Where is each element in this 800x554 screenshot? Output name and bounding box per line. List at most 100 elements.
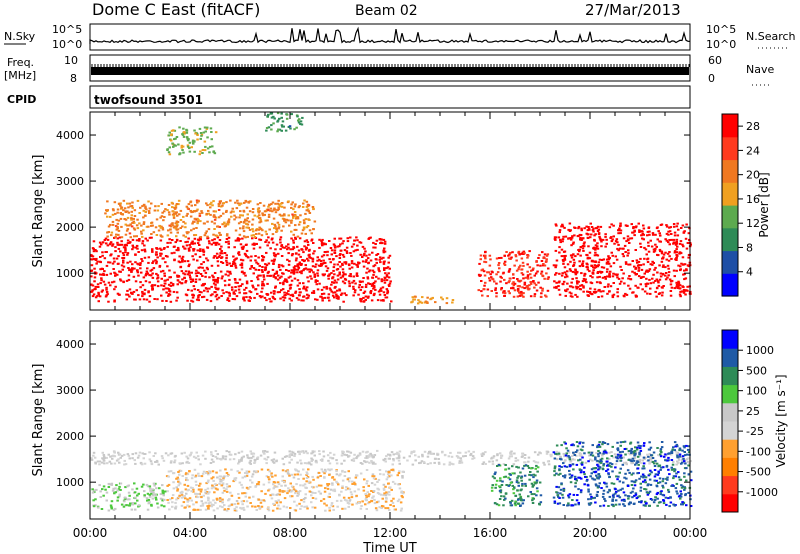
velocity-cell	[558, 468, 561, 471]
power-cell	[267, 205, 270, 208]
power-cell	[596, 242, 599, 245]
power-cell	[328, 299, 331, 302]
power-cell	[573, 261, 576, 264]
velocity-cell	[218, 497, 222, 500]
velocity-cell	[148, 493, 152, 496]
velocity-cell	[122, 453, 126, 456]
power-cell	[96, 260, 99, 263]
power-cell	[121, 252, 125, 255]
velocity-cell	[429, 462, 432, 465]
power-cell	[382, 238, 386, 241]
velocity-cell	[633, 494, 636, 497]
velocity-cell	[177, 484, 180, 487]
velocity-cell	[290, 473, 293, 476]
power-cell	[657, 280, 660, 283]
power-cell	[344, 273, 347, 276]
power-cell	[312, 207, 315, 210]
power-cell	[593, 238, 596, 241]
power-cell	[234, 264, 237, 267]
power-cell	[299, 271, 302, 274]
power-cell	[184, 226, 187, 229]
power-cell	[583, 227, 586, 230]
power-cell	[486, 288, 490, 291]
power-cell	[190, 241, 194, 244]
power-cell	[285, 218, 288, 221]
power-cell	[624, 262, 628, 265]
power-cell	[116, 237, 119, 240]
power-cell	[128, 224, 131, 227]
velocity-cell	[373, 454, 377, 457]
power-cell	[273, 117, 276, 120]
velocity-cell	[517, 475, 520, 478]
power-cell	[223, 279, 227, 282]
power-cell	[627, 284, 630, 287]
power-cell	[290, 254, 294, 257]
power-cell	[440, 296, 443, 299]
power-cell	[164, 287, 168, 290]
power-cell	[201, 266, 204, 269]
power-cell	[382, 291, 386, 294]
power-cell	[148, 236, 152, 239]
velocity-cell	[171, 501, 174, 504]
power-cell	[607, 258, 610, 261]
power-cell	[627, 252, 630, 255]
velocity-cell	[241, 503, 244, 506]
power-cell	[503, 262, 506, 265]
power-cell	[497, 262, 501, 264]
velocity-cell	[311, 450, 314, 453]
power-cell	[136, 227, 140, 230]
nsky-tick-high: 10^5	[52, 23, 82, 36]
power-cell	[267, 126, 271, 129]
power-cell	[156, 209, 160, 212]
power-cell	[685, 269, 688, 272]
power-cell	[178, 261, 182, 264]
power-cell	[119, 270, 122, 273]
power-cell	[277, 263, 281, 266]
velocity-cell	[211, 455, 215, 457]
power-cell	[332, 291, 335, 294]
velocity-cell	[677, 458, 681, 461]
velocity-cell	[323, 468, 327, 471]
velocity-cell	[401, 475, 404, 477]
velocity-cell	[596, 459, 599, 462]
power-cell	[605, 261, 609, 264]
power-cell	[540, 292, 543, 295]
power-cell	[311, 260, 315, 263]
velocity-cell	[347, 455, 350, 458]
velocity-cell	[516, 476, 519, 479]
power-cell	[441, 298, 444, 301]
velocity-cell	[102, 459, 106, 462]
power-cell	[333, 244, 336, 247]
power-cell	[322, 259, 325, 262]
velocity-cell	[501, 480, 504, 483]
power-cell	[598, 237, 602, 240]
velocity-cell	[574, 503, 577, 506]
power-colorbar-frame	[721, 113, 739, 297]
velocity-cell	[305, 462, 309, 465]
power-cell	[175, 211, 178, 214]
power-cell	[667, 274, 670, 277]
date-label: 27/Mar/2013	[585, 1, 681, 19]
velocity-cell	[331, 482, 334, 485]
power-cell	[130, 270, 133, 273]
velocity-cell	[204, 501, 207, 504]
power-cell	[309, 268, 312, 271]
velocity-cell	[145, 497, 149, 500]
velocity-cell	[618, 451, 622, 454]
power-cell	[594, 233, 597, 236]
power-cell	[545, 258, 548, 261]
velocity-cell	[200, 488, 203, 491]
velocity-cell	[377, 492, 381, 495]
power-cell	[232, 260, 235, 263]
power-cell	[192, 227, 195, 230]
power-cell	[243, 288, 246, 291]
velocity-cell	[305, 480, 308, 483]
power-cell	[644, 270, 648, 273]
power-cell	[582, 237, 585, 240]
power-cell	[240, 266, 244, 269]
power-cell	[613, 242, 616, 245]
velocity-cell	[291, 495, 294, 498]
power-cell	[649, 287, 652, 290]
velocity-cell	[294, 509, 298, 512]
power-cell	[252, 267, 256, 270]
